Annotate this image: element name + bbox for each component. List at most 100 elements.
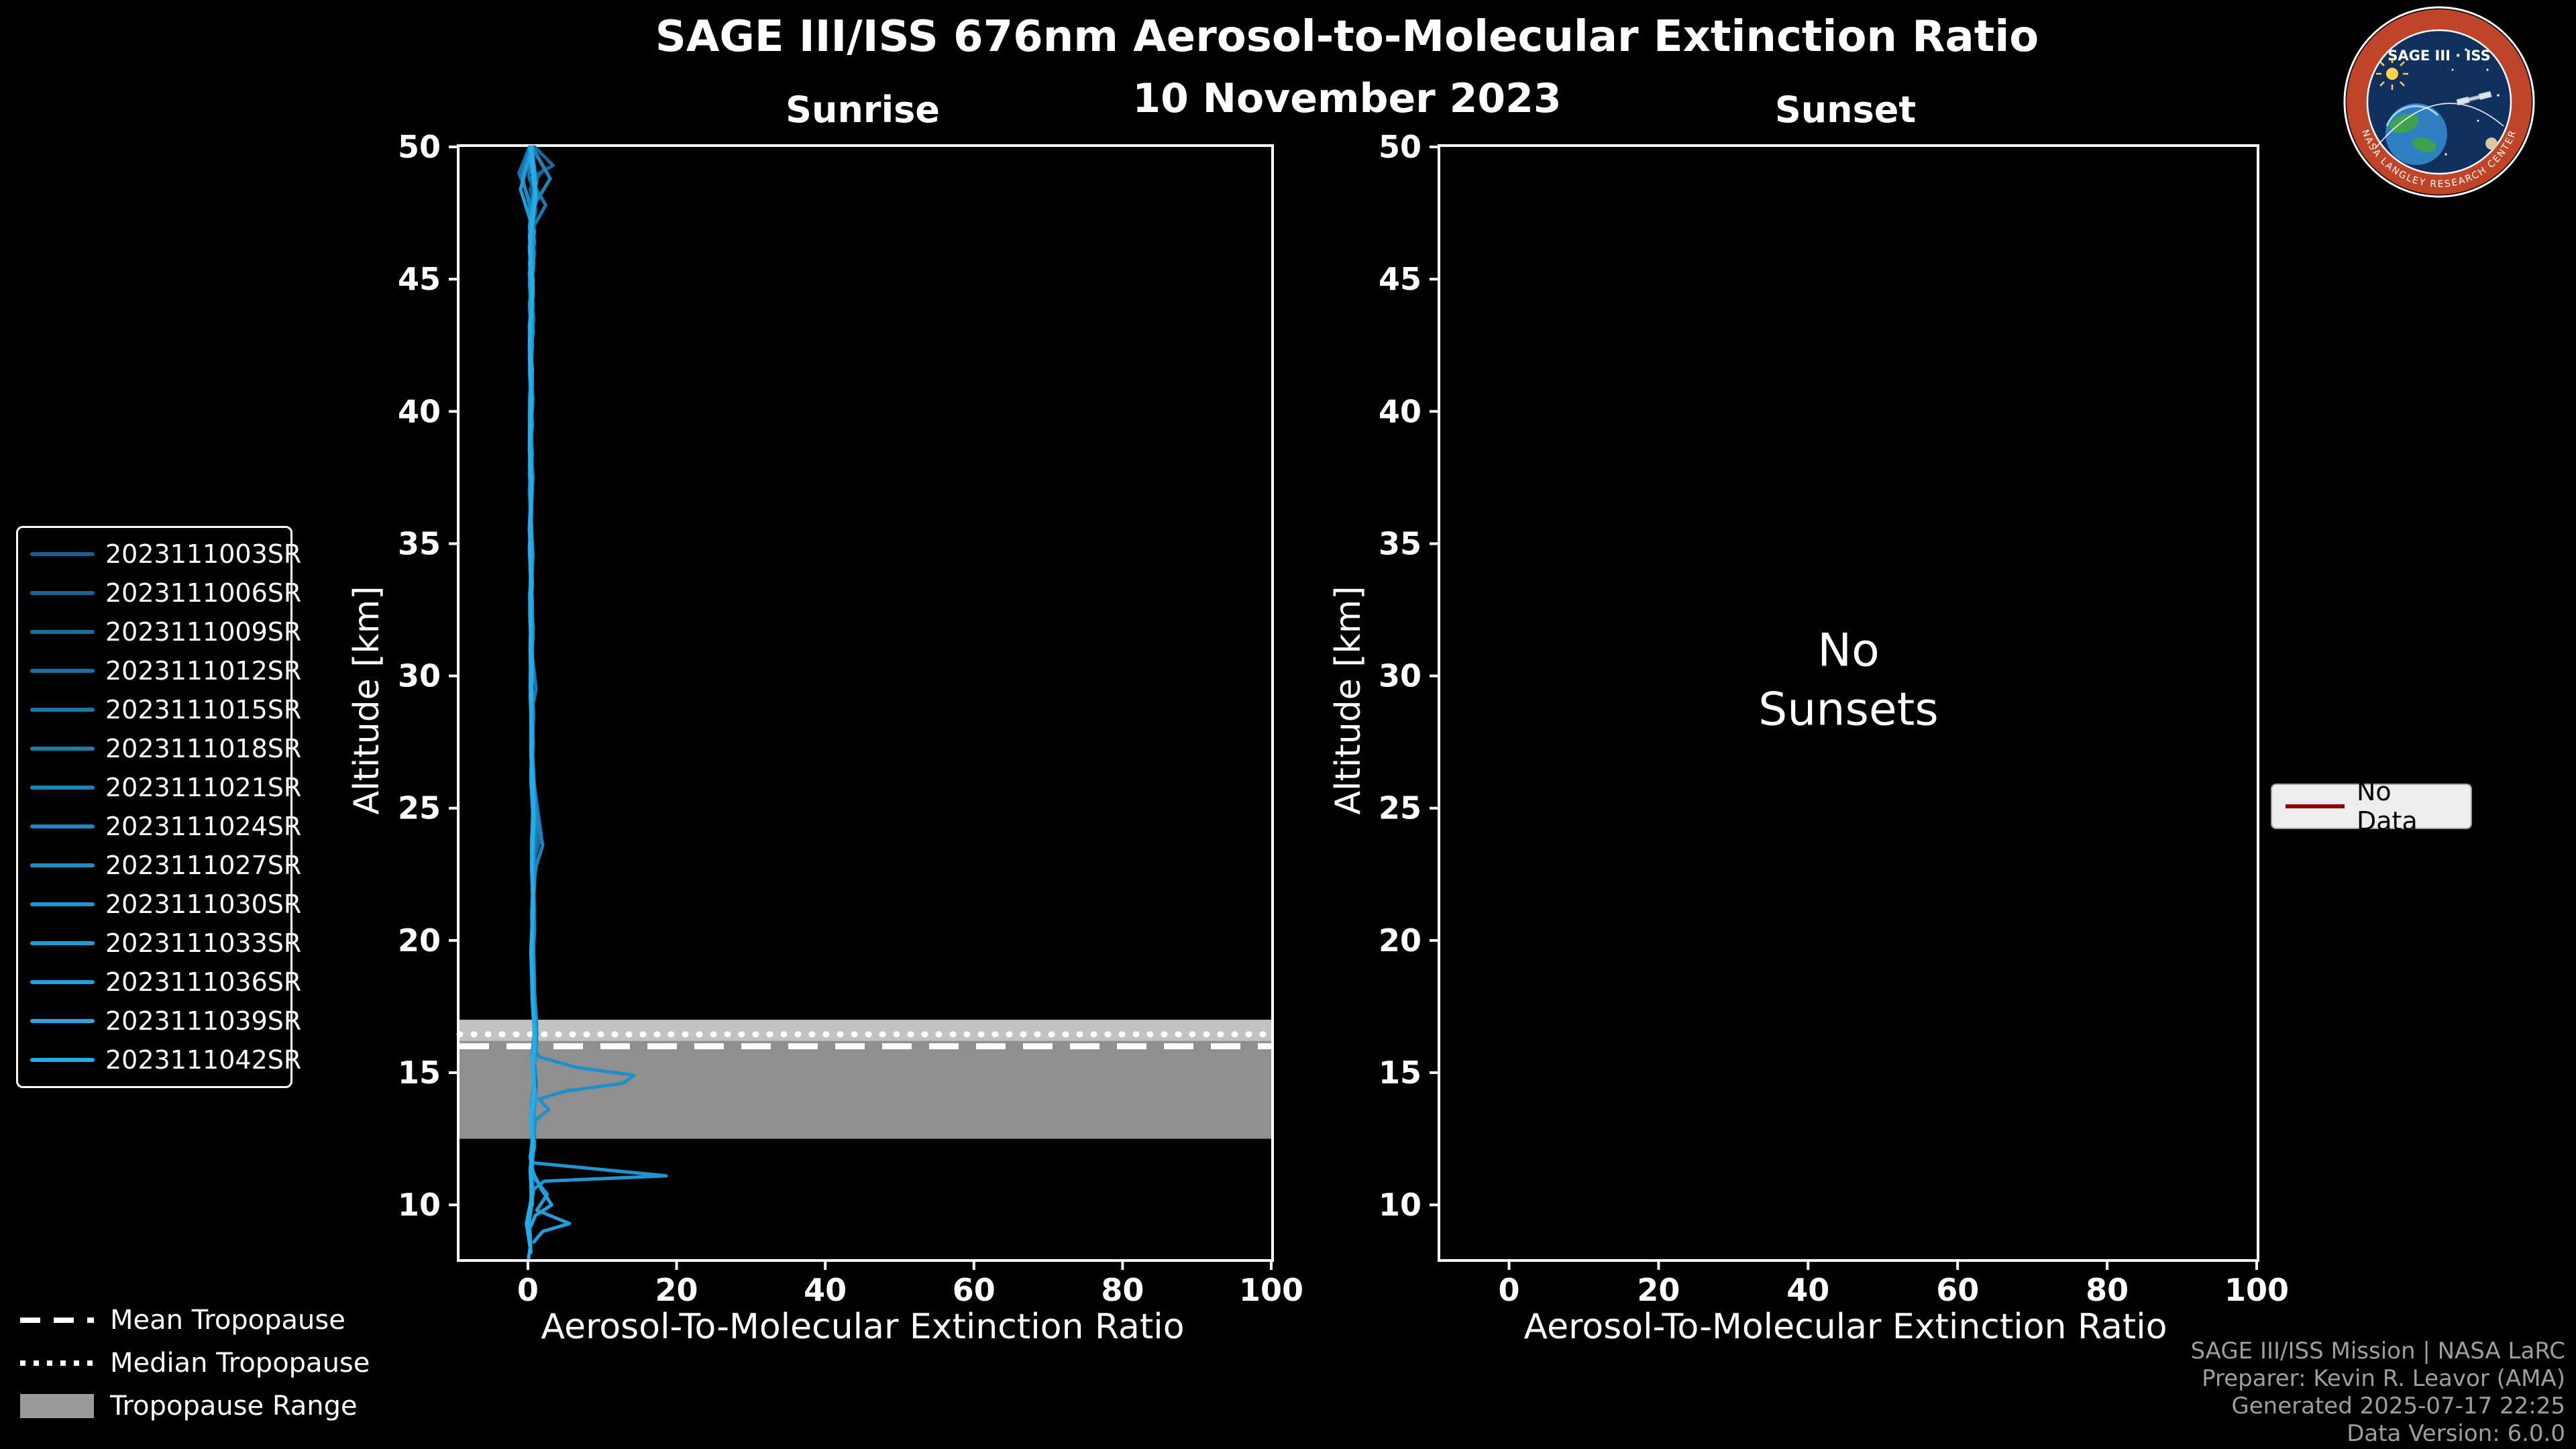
legend-event-label: 2023111015SR <box>105 695 302 724</box>
legend-event-line-swatch <box>30 941 95 945</box>
legend-event-line-swatch <box>30 902 95 906</box>
legend-event-label: 2023111006SR <box>105 578 302 608</box>
legend-event-label: 2023111024SR <box>105 812 302 841</box>
y-tick-label: 45 <box>1379 261 1421 297</box>
y-tick-label: 30 <box>398 658 441 694</box>
mean-tropopause-legend-item: Mean Tropopause <box>20 1305 370 1336</box>
legend-event-item: 2023111021SR <box>18 768 301 807</box>
footer-line-version: Data Version: 6.0.0 <box>2347 1420 2565 1447</box>
range-box-swatch <box>20 1394 94 1418</box>
sunrise-x-axis-label: Aerosol-To-Molecular Extinction Ratio <box>541 1307 1185 1347</box>
sage-iii-iss-logo: NASA LANGLEY RESEARCH CENTER SAGE III · … <box>2343 6 2535 198</box>
legend-event-item: 2023111018SR <box>18 729 301 768</box>
legend-event-label: 2023111021SR <box>105 773 302 802</box>
y-tick-label: 25 <box>1379 790 1421 826</box>
moon-icon <box>2485 138 2498 150</box>
median-tropopause-label: Median Tropopause <box>110 1348 370 1379</box>
legend-event-line-swatch <box>30 591 95 595</box>
sunrise-panel-title: Sunrise <box>786 89 940 131</box>
x-tick-label: 60 <box>1936 1272 1979 1308</box>
x-tick-label: 20 <box>655 1272 698 1308</box>
x-tick-label: 20 <box>1637 1272 1680 1308</box>
legend-event-line-swatch <box>30 747 95 751</box>
profile-line <box>527 145 636 1154</box>
y-tick-label: 35 <box>398 525 441 561</box>
legend-event-line-swatch <box>30 708 95 712</box>
y-tick-label: 15 <box>398 1055 441 1091</box>
legend-event-item: 2023111009SR <box>18 612 301 651</box>
legend-event-line-swatch <box>30 630 95 634</box>
tropopause-legend: Mean Tropopause Median Tropopause Tropop… <box>20 1305 370 1421</box>
y-tick-label: 35 <box>1379 525 1421 561</box>
legend-event-label: 2023111003SR <box>105 539 302 569</box>
profile-line <box>525 145 537 1260</box>
legend-event-item: 2023111003SR <box>18 535 301 574</box>
earth-icon <box>2385 103 2447 165</box>
sunset-plot-canvas: 0 20 40 60 80 100 10 15 20 25 30 35 40 45 50 <box>1379 129 2289 1308</box>
no-data-line-swatch <box>2286 804 2345 808</box>
x-tick-label: 0 <box>517 1272 539 1308</box>
legend-event-item: 2023111024SR <box>18 807 301 846</box>
legend-event-item: 2023111036SR <box>18 963 301 1002</box>
dotted-line-swatch <box>20 1360 94 1366</box>
legend-event-line-swatch <box>30 669 95 673</box>
x-tick-label: 40 <box>804 1272 847 1308</box>
legend-event-label: 2023111030SR <box>105 890 302 919</box>
y-tick-label: 45 <box>398 261 441 297</box>
footer-line-generated: Generated 2025-07-17 22:25 <box>2231 1393 2565 1419</box>
sunrise-plot-area: 0 20 40 60 80 100 10 15 20 25 30 35 40 45 50 <box>398 129 1303 1308</box>
logo-inner-outline <box>2366 29 2512 175</box>
date-subtitle: 10 November 2023 <box>1132 75 1562 122</box>
legend-event-item: 2023111030SR <box>18 885 301 924</box>
no-data-legend-label: No Data <box>2357 777 2418 836</box>
legend-event-item: 2023111027SR <box>18 846 301 885</box>
legend-event-label: 2023111042SR <box>105 1045 302 1075</box>
legend-event-label: 2023111036SR <box>105 967 302 997</box>
x-tick-label: 100 <box>2224 1272 2289 1308</box>
y-tick-label: 25 <box>398 790 441 826</box>
legend-event-item: 2023111006SR <box>18 574 301 612</box>
legend-event-item: 2023111015SR <box>18 690 301 729</box>
legend-event-line-swatch <box>30 980 95 984</box>
legend-event-item: 2023111033SR <box>18 924 301 963</box>
footer-credits: SAGE III/ISS Mission | NASA LaRC Prepare… <box>2190 1338 2565 1448</box>
legend-event-item: 2023111012SR <box>18 651 301 690</box>
tropopause-range-label: Tropopause Range <box>110 1391 358 1421</box>
footer-line-preparer: Preparer: Kevin R. Leavor (AMA) <box>2202 1365 2565 1392</box>
y-tick-label: 10 <box>398 1187 441 1223</box>
x-tick-label: 80 <box>2086 1272 2129 1308</box>
tropopause-upper-band <box>460 1020 1271 1041</box>
x-tick-label: 80 <box>1101 1272 1144 1308</box>
page-title: SAGE III/ISS 676nm Aerosol-to-Molecular … <box>655 12 2039 62</box>
y-tick-label: 40 <box>1379 393 1421 429</box>
logo-outer-outline <box>2343 6 2535 198</box>
median-tropopause-legend-item: Median Tropopause <box>20 1348 370 1379</box>
sun-icon <box>2376 58 2408 90</box>
legend-event-label: 2023111027SR <box>105 851 302 880</box>
sunset-panel-title: Sunset <box>1774 89 1917 131</box>
legend-event-item: 2023111042SR <box>18 1040 301 1079</box>
dashed-line-swatch <box>20 1318 94 1323</box>
sunset-plot-area: 0 20 40 60 80 100 10 15 20 25 30 35 40 45 50 No Sunset… <box>1379 129 2289 1308</box>
y-tick-label: 10 <box>1379 1187 1421 1223</box>
sunrise-events-legend: 2023111003SR 2023111006SR 2023111009SR 2023… <box>16 526 301 1088</box>
y-tick-label: 15 <box>1379 1055 1421 1091</box>
legend-event-line-swatch <box>30 786 95 790</box>
no-data-legend: No Data <box>2271 777 2472 836</box>
iss-satellite-icon <box>2456 91 2492 106</box>
no-sunsets-annotation: No Sunsets <box>1758 624 1939 737</box>
footer-line-mission: SAGE III/ISS Mission | NASA LaRC <box>2190 1338 2565 1364</box>
stars <box>2445 48 2500 156</box>
y-tick-label: 40 <box>398 393 441 429</box>
y-tick-label: 20 <box>1379 922 1421 959</box>
legend-event-label: 2023111018SR <box>105 734 302 763</box>
sunset-x-axis-label: Aerosol-To-Molecular Extinction Ratio <box>1523 1307 2167 1347</box>
events-legend-items: 2023111003SR 2023111006SR 2023111009SR 2023… <box>18 535 301 1079</box>
legend-event-label: 2023111012SR <box>105 656 302 686</box>
x-tick-label: 60 <box>953 1272 996 1308</box>
logo-title: SAGE III · ISS <box>2387 48 2490 64</box>
sunrise-y-axis-label: Altitude [km] <box>347 586 387 815</box>
legend-event-label: 2023111033SR <box>105 928 302 958</box>
mean-tropopause-label: Mean Tropopause <box>110 1305 345 1336</box>
